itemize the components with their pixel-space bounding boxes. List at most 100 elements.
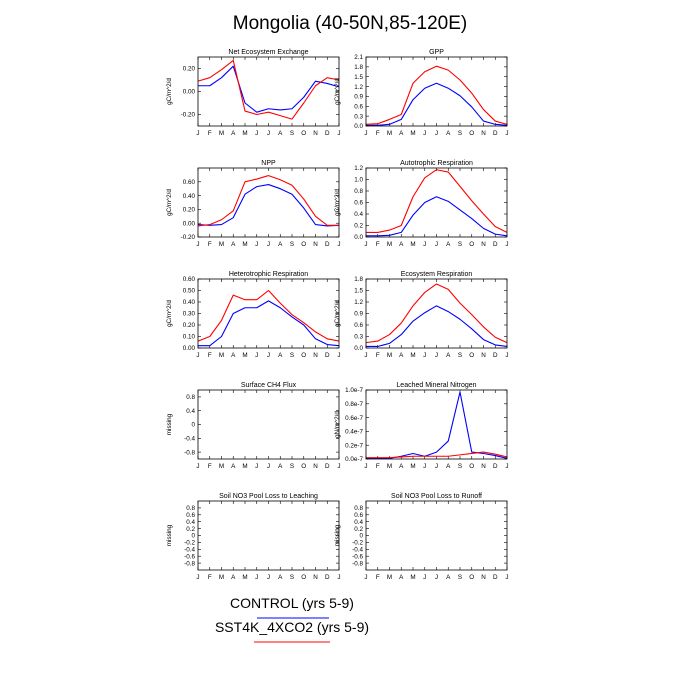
panel-8: Soil NO3 Pool Loss to Leaching-0.8-0.6-0… xyxy=(166,493,341,581)
x-tick-label: M xyxy=(410,130,415,137)
x-tick-label: J xyxy=(505,130,508,137)
x-tick-label: D xyxy=(325,241,330,248)
x-tick-label: O xyxy=(469,574,474,581)
x-tick-label: J xyxy=(435,463,438,470)
y-tick-label: 0.2 xyxy=(354,223,363,230)
x-tick-label: J xyxy=(337,463,340,470)
x-tick-label: O xyxy=(469,241,474,248)
x-tick-label: F xyxy=(376,241,380,248)
x-tick-label: S xyxy=(458,463,462,470)
y-tick-label: -0.6 xyxy=(184,553,195,560)
y-tick-label: 0.0 xyxy=(354,345,363,352)
x-tick-label: J xyxy=(423,352,426,359)
x-tick-label: J xyxy=(196,574,199,581)
x-tick-label: A xyxy=(278,241,283,248)
panel-title: GPP xyxy=(429,49,444,56)
y-tick-label: 1.8 xyxy=(354,276,363,283)
panel-title: Soil NO3 Pool Loss to Runoff xyxy=(391,493,482,500)
panel-title: Autotrophic Respiration xyxy=(400,160,473,167)
x-tick-label: J xyxy=(196,352,199,359)
series-line-sst4k xyxy=(365,283,508,344)
x-tick-label: M xyxy=(219,130,224,137)
y-axis-label: gC/m^2/d xyxy=(334,300,341,327)
y-tick-label: -0.4 xyxy=(352,547,363,554)
x-tick-label: F xyxy=(376,463,380,470)
y-tick-label: 0.60 xyxy=(183,179,196,186)
x-tick-label: S xyxy=(458,130,462,137)
series-line-control xyxy=(198,300,340,347)
x-tick-label: F xyxy=(208,574,212,581)
x-tick-label: M xyxy=(219,241,224,248)
x-tick-label: D xyxy=(493,130,498,137)
legend-sst4k-label: SST4K_4XCO2 (yrs 5-9) xyxy=(215,619,369,635)
x-tick-label: A xyxy=(446,241,451,248)
y-tick-label: 1.8 xyxy=(354,64,363,71)
y-tick-label: 0.6 xyxy=(354,512,363,519)
x-tick-label: J xyxy=(364,241,367,248)
x-tick-label: N xyxy=(313,352,318,359)
plot-frame xyxy=(197,167,340,238)
y-tick-label: 1.0 xyxy=(354,177,363,184)
panel-9: Soil NO3 Pool Loss to Runoff -0.8-0.6-0.4… xyxy=(334,493,509,581)
x-tick-label: O xyxy=(469,130,474,137)
plot-frame xyxy=(365,500,508,571)
y-tick-label: -0.4 xyxy=(184,436,195,443)
y-tick-label: -0.4 xyxy=(184,547,195,554)
y-tick-label: 0.6e-7 xyxy=(345,415,363,422)
panel-2: NPP-0.200.000.200.400.60J F M A M J J A S O N D JgC/… xyxy=(166,160,341,248)
y-tick-label: 1.5 xyxy=(354,288,363,295)
x-tick-label: S xyxy=(458,352,462,359)
y-tick-label: -0.20 xyxy=(181,112,196,119)
y-tick-label: 0.8 xyxy=(354,188,363,195)
y-tick-label: 0.10 xyxy=(183,334,196,341)
x-tick-label: F xyxy=(376,130,380,137)
x-tick-label: M xyxy=(387,574,392,581)
x-tick-label: M xyxy=(410,463,415,470)
x-tick-label: J xyxy=(255,241,258,248)
x-tick-label: D xyxy=(493,463,498,470)
y-tick-label: -0.8 xyxy=(184,449,195,456)
y-axis-label: missing xyxy=(166,524,173,546)
plot-frame xyxy=(365,167,508,238)
y-tick-label: 0.9 xyxy=(354,311,363,318)
y-tick-label: 0.00 xyxy=(183,345,196,352)
x-tick-label: S xyxy=(290,574,294,581)
x-tick-label: D xyxy=(493,574,498,581)
y-tick-label: 0.40 xyxy=(183,193,196,200)
x-tick-label: F xyxy=(208,130,212,137)
y-tick-label: 0.4 xyxy=(354,519,363,526)
panel-title: Surface CH4 Flux xyxy=(241,382,297,389)
x-tick-label: D xyxy=(493,241,498,248)
y-tick-label: 0.3 xyxy=(354,334,363,341)
x-tick-label: J xyxy=(267,574,270,581)
x-tick-label: A xyxy=(399,130,404,137)
legend: CONTROL (yrs 5-9) SST4K_4XCO2 (yrs 5-9) xyxy=(215,595,369,643)
y-tick-label: -0.20 xyxy=(181,234,196,241)
x-tick-label: M xyxy=(387,130,392,137)
x-tick-label: A xyxy=(446,352,451,359)
x-tick-label: J xyxy=(255,463,258,470)
x-tick-label: J xyxy=(337,574,340,581)
y-axis-label: gC/m^2/d xyxy=(334,78,341,105)
y-axis-label: gC/m^2/d xyxy=(334,189,341,216)
y-tick-label: 0 xyxy=(359,533,363,540)
x-tick-label: J xyxy=(435,241,438,248)
y-tick-label: 0.20 xyxy=(183,207,196,214)
x-tick-label: J xyxy=(337,241,340,248)
y-axis-label: gC/m^2/d xyxy=(166,189,173,216)
panel-6: Surface CH4 Flux-0.8-0.400.40.8J F M A M J J A S… xyxy=(166,382,341,470)
x-tick-label: N xyxy=(481,241,486,248)
x-tick-label: D xyxy=(325,574,330,581)
y-axis-label: missing xyxy=(334,524,341,546)
y-tick-label: 0.50 xyxy=(183,288,196,295)
x-tick-label: J xyxy=(435,352,438,359)
x-tick-label: J xyxy=(364,574,367,581)
x-tick-label: O xyxy=(469,463,474,470)
x-tick-label: J xyxy=(337,352,340,359)
x-tick-label: A xyxy=(231,130,236,137)
y-tick-label: 0.4 xyxy=(186,519,195,526)
panel-title: NPP xyxy=(261,160,276,167)
y-tick-label: -0.2 xyxy=(184,540,195,547)
x-tick-label: F xyxy=(208,241,212,248)
